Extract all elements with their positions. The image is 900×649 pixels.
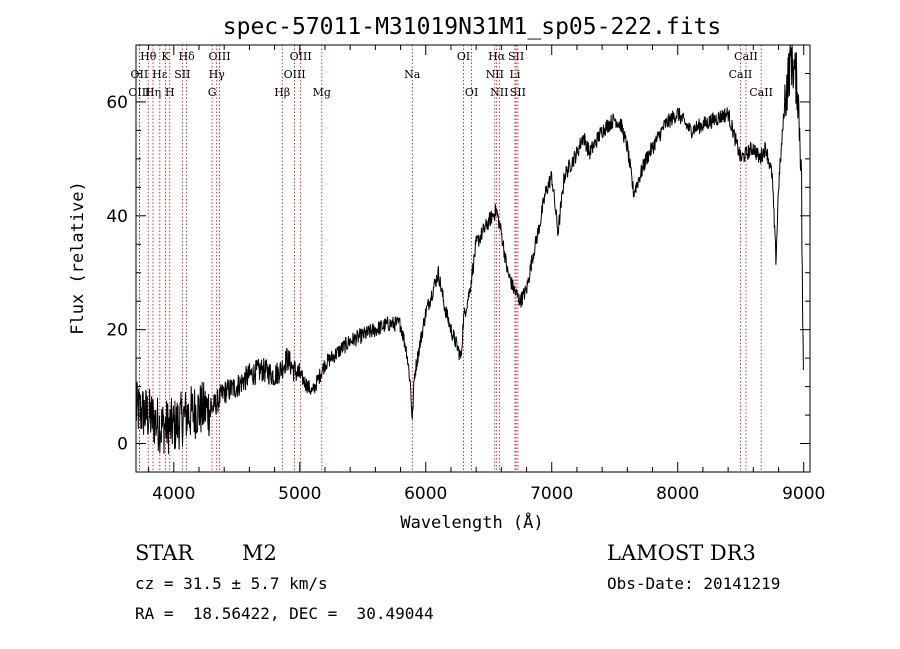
spectral-line-label: Hη — [145, 86, 161, 99]
spectral-line-label: Hδ — [179, 50, 196, 63]
axis-ticks: 4000 5000 6000 7000 8000 9000 0 20 40 60 — [106, 44, 825, 504]
x-axis-label: Wavelength (Å) — [400, 511, 543, 533]
chart-title: spec-57011-M31019N31M1_sp05-222.fits — [223, 14, 722, 40]
spectral-line-label: Hα — [488, 50, 506, 63]
survey-name: LAMOST DR3 — [607, 541, 756, 565]
coordinates: RA = 18.56422, DEC = 30.49044 — [135, 604, 434, 623]
spectral-line-label: NII — [486, 68, 504, 81]
x-tick-label: 9000 — [782, 484, 825, 504]
y-tick-label: 40 — [106, 207, 128, 227]
y-tick-label: 60 — [106, 93, 128, 113]
y-axis-label: Flux (relative) — [68, 181, 88, 335]
spectral-line-label: K — [161, 50, 170, 63]
object-class: STAR — [135, 541, 194, 565]
spectral-line-label: NII — [490, 86, 508, 99]
spectral-line-label: OI — [465, 86, 478, 99]
x-tick-label: 7000 — [530, 484, 573, 504]
x-tick-label: 4000 — [152, 484, 195, 504]
obs-date: Obs-Date: 20141219 — [607, 574, 781, 593]
spectral-line-label: CaII — [749, 86, 773, 99]
spectral-line-label: OIII — [208, 50, 230, 63]
spectral-line-label: Li — [510, 68, 521, 81]
spectral-line-label: SII — [508, 50, 524, 63]
spectral-line-label: Hβ — [274, 86, 290, 99]
spectral-line-label: OI — [457, 50, 470, 63]
spectral-line-label: Hε — [152, 68, 168, 81]
plot-frame — [135, 44, 811, 473]
spectral-line-label: G — [208, 86, 217, 99]
spectral-line-label: SII — [174, 68, 190, 81]
object-subclass: M2 — [242, 541, 277, 565]
spectral-line-label: Hθ — [140, 50, 157, 63]
spectral-line-label: Mg — [313, 86, 331, 99]
x-tick-label: 5000 — [278, 484, 321, 504]
x-tick-label: 6000 — [404, 484, 447, 504]
y-tick-label: 0 — [117, 435, 128, 455]
y-tick-label: 20 — [106, 321, 128, 341]
spectrum-line — [135, 44, 804, 455]
spectral-line-label: CaII — [734, 50, 758, 63]
spectral-line-label: OIII — [290, 50, 312, 63]
x-tick-label: 8000 — [656, 484, 699, 504]
spectral-line-label: H — [165, 86, 175, 99]
spectral-line-label: OIII — [128, 86, 150, 99]
redshift-cz: cz = 31.5 ± 5.7 km/s — [135, 574, 328, 593]
spectral-line-label: Hγ — [209, 68, 226, 81]
spectral-line-label: CaII — [729, 68, 753, 81]
spectral-line-label: OIII — [284, 68, 306, 81]
spectral-line-label: SII — [510, 86, 526, 99]
spectral-line-label: Na — [404, 68, 421, 81]
